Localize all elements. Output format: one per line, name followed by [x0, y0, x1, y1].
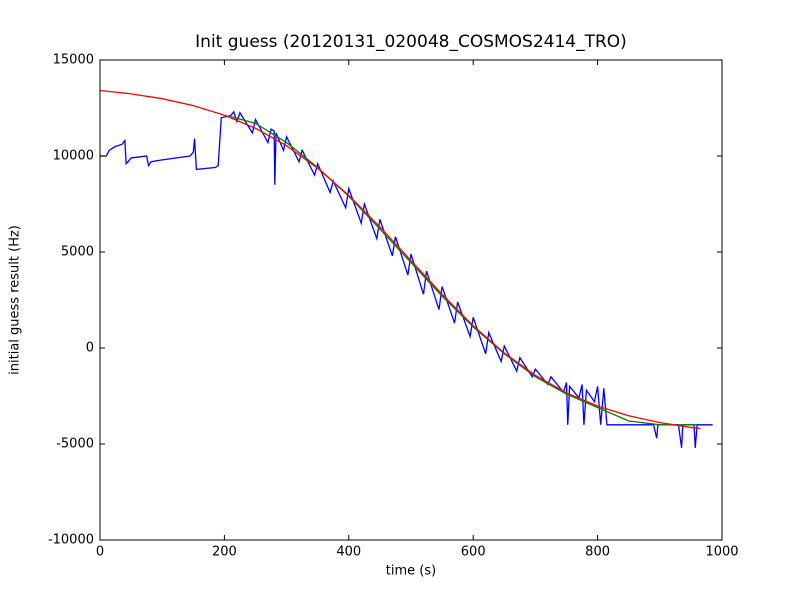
- y-tick-label: -5000: [56, 437, 94, 452]
- x-tick-label: 600: [461, 545, 486, 560]
- data-line: [230, 116, 698, 426]
- x-tick-label: 1000: [705, 545, 738, 560]
- plot-frame: [99, 59, 723, 541]
- x-tick-label: 200: [212, 545, 237, 560]
- x-tick-label: 800: [585, 545, 610, 560]
- y-tick-label: 0: [86, 341, 94, 356]
- chart-title: Init guess (20120131_020048_COSMOS2414_T…: [195, 32, 627, 52]
- x-tick-label: 400: [336, 545, 361, 560]
- x-tick-label: 0: [96, 545, 104, 560]
- y-tick-label: -10000: [48, 533, 94, 548]
- data-line: [100, 110, 713, 448]
- y-tick-label: 15000: [53, 53, 94, 68]
- data-line: [99, 89, 701, 430]
- y-tick-label: 5000: [61, 245, 94, 260]
- x-axis-label: time (s): [386, 564, 436, 579]
- y-axis-label: initial guess result (Hz): [8, 225, 23, 375]
- y-tick-label: 10000: [53, 149, 94, 164]
